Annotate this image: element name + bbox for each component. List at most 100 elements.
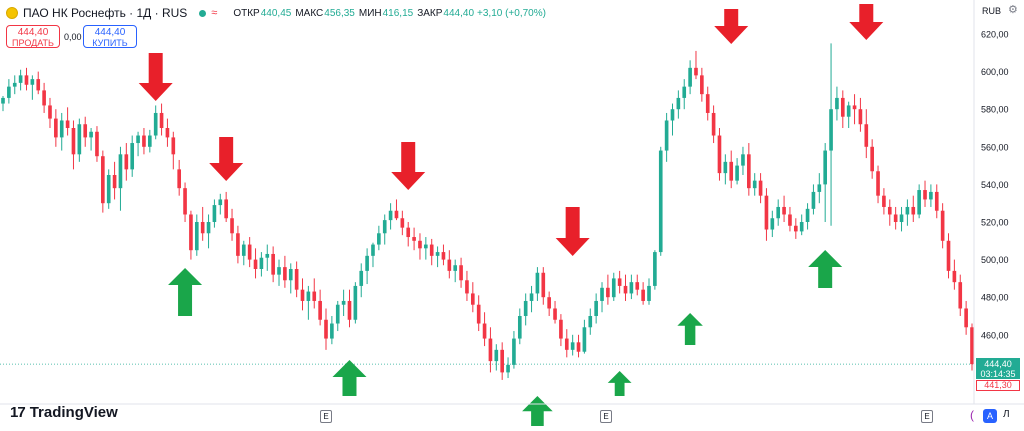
candle-body (377, 233, 381, 245)
candle-body (441, 252, 446, 260)
candle (106, 169, 111, 209)
candle-body (482, 323, 487, 339)
candle (365, 248, 369, 285)
price-tick-label: 620,00 (981, 30, 1009, 40)
candle (212, 199, 217, 228)
candle-body (54, 118, 58, 138)
candle-body (799, 222, 804, 232)
candle-body (647, 285, 651, 301)
candle (183, 182, 187, 222)
buy-signal-arrow (607, 371, 632, 396)
candle (887, 199, 892, 226)
candle (236, 225, 240, 264)
candle-body (159, 112, 164, 128)
candle-body (224, 199, 228, 219)
candle-body (788, 214, 792, 226)
candle-body (95, 131, 99, 157)
candle (330, 316, 334, 345)
candle-body (306, 291, 311, 301)
candle-body (594, 300, 598, 316)
candle (435, 246, 440, 268)
candle-body (600, 287, 604, 301)
candle (770, 210, 775, 238)
candle (658, 146, 663, 256)
candle-body (341, 300, 346, 305)
candle-body (876, 171, 880, 196)
sell-signal-arrow (849, 4, 884, 40)
candle (153, 105, 158, 140)
log-scale-button[interactable]: Л (1003, 409, 1010, 420)
market-status-icon[interactable] (199, 9, 207, 17)
candle (864, 109, 869, 159)
candle-body (606, 287, 610, 298)
candle-body (535, 272, 540, 294)
candle-body (12, 82, 17, 87)
candle-body (382, 220, 387, 234)
earnings-badge[interactable]: E (600, 410, 612, 423)
candle-body (547, 297, 551, 309)
candle-body (641, 289, 645, 301)
candle-body (83, 124, 88, 138)
candle (500, 342, 505, 380)
candle-body (400, 218, 405, 228)
candle-body (729, 161, 734, 181)
tradingview-wordmark: TradingView (29, 404, 118, 421)
candle-body (970, 327, 974, 365)
candle (400, 210, 405, 236)
candle-body (717, 135, 722, 174)
candle (447, 250, 452, 279)
candle-body (142, 135, 146, 147)
price-tick-label: 500,00 (981, 255, 1009, 265)
candle (799, 214, 804, 236)
candle (705, 86, 710, 121)
candle-body (823, 150, 828, 185)
sell-button[interactable]: 444,40 ПРОДАТЬ (6, 25, 60, 48)
symbol-title[interactable]: ПАО НК Роснефть · 1Д · RUS (23, 6, 188, 20)
price-axis[interactable]: 620,00 600,00 580,00 560,00 540,00 520,00 500,… (0, 0, 1024, 405)
rosneft-logo-icon (6, 7, 18, 19)
earnings-badge[interactable]: E (921, 410, 933, 423)
candle-body (870, 146, 874, 172)
candle (136, 131, 140, 157)
tradingview-logo[interactable]: 17 TradingView (10, 404, 118, 421)
candle (24, 67, 29, 91)
candle-body (811, 191, 816, 209)
candle-body (153, 112, 158, 136)
candle (277, 259, 281, 286)
candle (870, 139, 874, 179)
candle-body (24, 75, 29, 85)
tradingview-mark-icon: 17 (10, 404, 26, 421)
candle (271, 246, 275, 283)
candle (611, 272, 616, 301)
candle-body (147, 135, 152, 147)
candle-body (335, 304, 340, 324)
candle (118, 146, 123, 211)
candle (165, 118, 170, 147)
earnings-badge[interactable]: E (320, 410, 332, 423)
currency-selector[interactable]: RUB (982, 6, 1002, 16)
candle-body (330, 323, 334, 339)
candle-body (77, 124, 82, 155)
candle-body (952, 270, 957, 283)
candle (676, 90, 681, 119)
candle-body (564, 338, 569, 350)
candle (71, 120, 76, 170)
candle (564, 329, 569, 358)
candle-body (588, 316, 593, 328)
candle (512, 331, 516, 369)
candle (265, 244, 270, 271)
candle (747, 143, 751, 196)
gear-icon[interactable]: ⚙ (1008, 4, 1018, 16)
price-tick-label: 560,00 (981, 142, 1009, 152)
buy-button[interactable]: 444,40 КУПИТЬ (83, 25, 137, 48)
candle (253, 248, 258, 279)
delay-status-icon[interactable]: ≈ (211, 7, 218, 19)
candle (882, 188, 886, 215)
candle-body (929, 191, 933, 200)
candle (341, 289, 346, 316)
auto-scale-button[interactable]: A (983, 409, 997, 423)
candle (758, 173, 763, 204)
candle (835, 86, 839, 121)
symbol-header[interactable]: ПАО НК Роснефть · 1Д · RUS ≈ ОТКР 440,45 … (6, 4, 546, 22)
